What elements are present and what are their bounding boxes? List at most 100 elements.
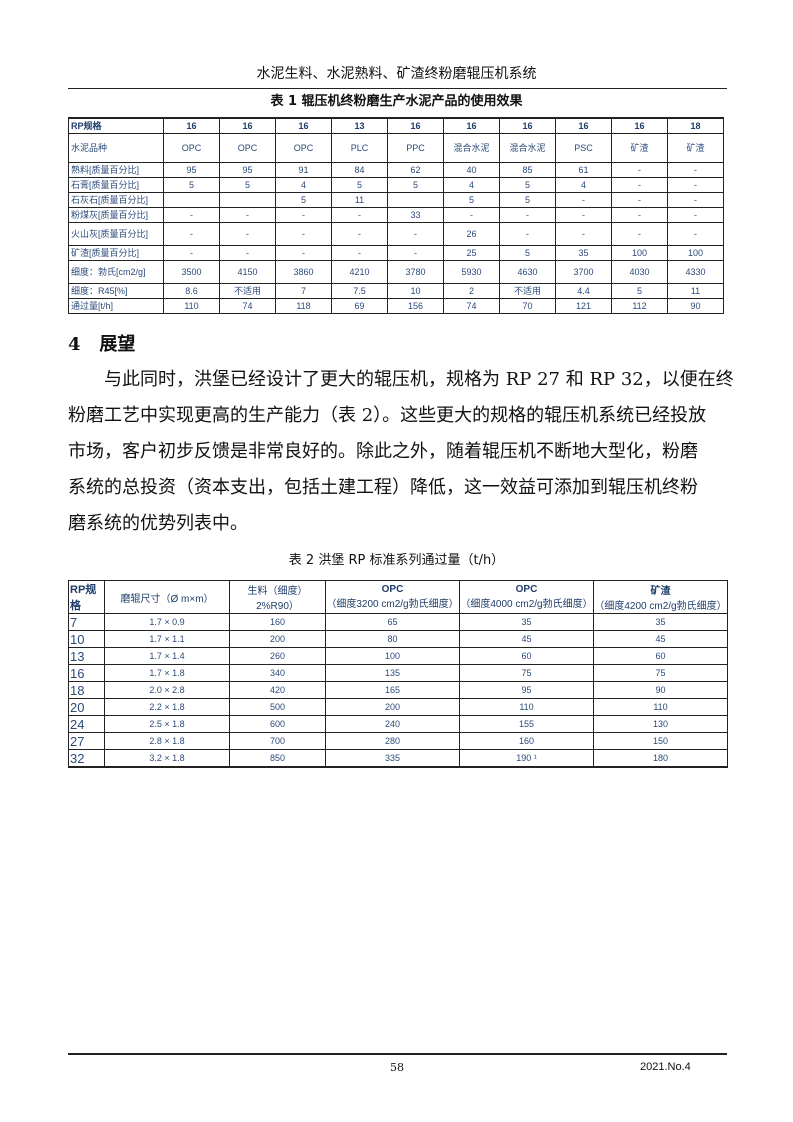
table-cell: 4030 xyxy=(611,260,668,284)
table-row: 石灰石[质量百分比] 5 11 5 5- - - xyxy=(68,192,724,208)
table-cell: - xyxy=(611,222,668,246)
table-cell: 700 xyxy=(229,732,326,750)
table-cell: 100 xyxy=(667,245,724,261)
table-cell: 110 xyxy=(593,698,728,716)
table-cell: 3780 xyxy=(387,260,444,284)
running-head: 水泥生料、水泥熟料、矿渣终粉磨辊压机系统 xyxy=(256,66,537,82)
table-cell: 24 xyxy=(68,715,105,733)
table-cell: 25 xyxy=(443,245,500,261)
table-cell: 1.7 × 0.9 xyxy=(104,613,230,631)
table-cell: - xyxy=(555,207,612,223)
table-cell: - xyxy=(667,192,724,208)
table-cell: 2 xyxy=(443,283,500,299)
table-row: 细度：R45[%] 8.6 不适用 7 7.5 10 2 不适用 4.4 5 11 xyxy=(68,283,724,299)
table-cell: 混合水泥 xyxy=(443,133,500,163)
table-cell: 165 xyxy=(325,681,460,699)
table-cell: - xyxy=(667,207,724,223)
table-cell: 84 xyxy=(331,162,388,178)
header-subtitle: （细度4000 cm2/g勃氏细度） xyxy=(460,599,593,610)
table-cell: 3860 xyxy=(275,260,332,284)
table-cell: OPC xyxy=(163,133,220,163)
table-cell: - xyxy=(611,162,668,178)
header-title: OPC xyxy=(381,584,404,595)
table-cell: 3.2 × 1.8 xyxy=(104,749,230,768)
table-cell: - xyxy=(275,222,332,246)
header-cell: 16 xyxy=(555,117,612,134)
table-cell: 5 xyxy=(443,192,500,208)
table-cell: 3700 xyxy=(555,260,612,284)
header-title: 矿渣 xyxy=(650,586,671,597)
table-header-row: RP规格 16 16 16 13 16 16 16 16 16 18 xyxy=(68,117,724,134)
table-cell: 细度：勃氏[cm2/g] xyxy=(68,260,164,284)
table-cell: - xyxy=(443,207,500,223)
table-cell: 45 xyxy=(593,630,728,648)
table-cell: 112 xyxy=(611,298,668,314)
header-cell: RP规格 xyxy=(68,580,105,614)
table-cell: 32 xyxy=(68,749,105,768)
header-cell: 13 xyxy=(331,117,388,134)
table-cell: - xyxy=(611,192,668,208)
table-cell: 11 xyxy=(331,192,388,208)
table-cell: 121 xyxy=(555,298,612,314)
table-cell: 155 xyxy=(459,715,594,733)
table-row: 27 2.8 × 1.8 700 280 160 150 xyxy=(68,732,728,750)
header-title: OPC xyxy=(515,584,538,595)
table-cell: 69 xyxy=(331,298,388,314)
table-cell: - xyxy=(219,207,276,223)
table-cell: 5 xyxy=(219,177,276,193)
table-cell: 矿渣 xyxy=(667,133,724,163)
section-title: 展望 xyxy=(99,334,136,355)
header-title: 生料（细度）2%R90） xyxy=(247,586,308,612)
table-cell: 水泥品种 xyxy=(68,133,164,163)
table-cell: 5 xyxy=(499,192,556,208)
table-cell: 75 xyxy=(459,664,594,682)
table-cell: 95 xyxy=(459,681,594,699)
table-cell: 11 xyxy=(667,283,724,299)
table-cell: 600 xyxy=(229,715,326,733)
table-cell: - xyxy=(611,207,668,223)
table-cell: 40 xyxy=(443,162,500,178)
table-cell: 62 xyxy=(387,162,444,178)
table-cell: 8.6 xyxy=(163,283,220,299)
table-cell: 500 xyxy=(229,698,326,716)
table-cell: 240 xyxy=(325,715,460,733)
table-cell: - xyxy=(331,207,388,223)
table-cell: 4150 xyxy=(219,260,276,284)
header-subtitle: （细度3200 cm2/g勃氏细度） xyxy=(326,599,459,610)
header-title: RP规格 xyxy=(70,584,97,612)
header-cell: 生料（细度）2%R90） xyxy=(229,580,326,614)
table-cell: - xyxy=(499,207,556,223)
table-row: 32 3.2 × 1.8 850 335 190 ¹ 180 xyxy=(68,749,728,768)
table-cell: 90 xyxy=(667,298,724,314)
table-row: 24 2.5 × 1.8 600 240 155 130 xyxy=(68,715,728,733)
table-cell: 74 xyxy=(219,298,276,314)
table-cell: 粉煤灰[质量百分比] xyxy=(68,207,164,223)
table-cell: 74 xyxy=(443,298,500,314)
table-cell: - xyxy=(219,245,276,261)
table-cell: 35 xyxy=(459,613,594,631)
table-cell: 通过量[t/h] xyxy=(68,298,164,314)
table-cell: 4 xyxy=(275,177,332,193)
header-cell: 16 xyxy=(387,117,444,134)
table-cell: 160 xyxy=(229,613,326,631)
table-cell: 不适用 xyxy=(499,283,556,299)
section-heading: 4 展望 xyxy=(68,330,135,356)
table-cell: 5 xyxy=(275,192,332,208)
paragraph-line: 磨系统的优势列表中。 xyxy=(68,513,248,534)
table-cell: PLC xyxy=(331,133,388,163)
table-cell: 70 xyxy=(499,298,556,314)
table-cell: 5 xyxy=(499,245,556,261)
table-cell: - xyxy=(611,177,668,193)
table-row: 水泥品种 OPC OPC OPC PLC PPC 混合水泥 混合水泥 PSC 矿渣 矿渣 xyxy=(68,133,724,163)
table-cell: 65 xyxy=(325,613,460,631)
table-row: 石膏[质量百分比] 5 5 4 5 5 4 5 4- - xyxy=(68,177,724,193)
table-cell: - xyxy=(163,222,220,246)
table-cell: 180 xyxy=(593,749,728,768)
table-cell: 91 xyxy=(275,162,332,178)
table-cell: 2.0 × 2.8 xyxy=(104,681,230,699)
table-cell: 35 xyxy=(555,245,612,261)
table-cell: - xyxy=(163,245,220,261)
table-cell: 156 xyxy=(387,298,444,314)
table-cell: 85 xyxy=(499,162,556,178)
